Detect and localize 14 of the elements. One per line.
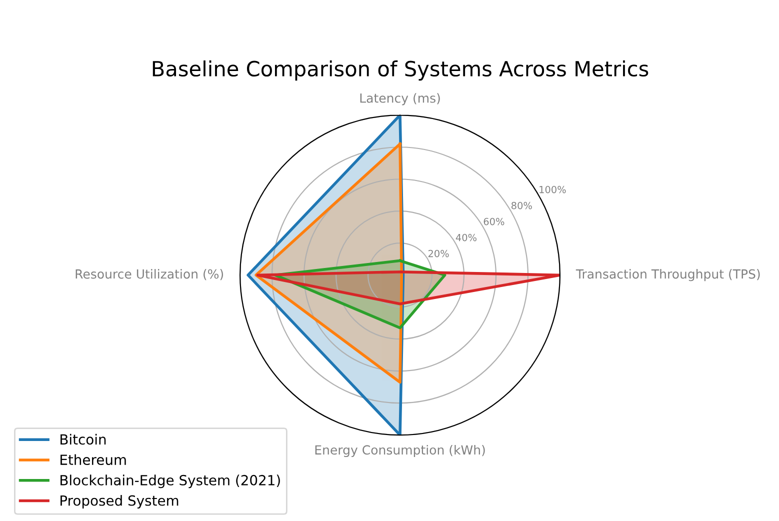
legend-label: Proposed System bbox=[60, 495, 178, 508]
spoke-label: Resource Utilization (%) bbox=[76, 269, 224, 280]
spoke-label: Energy Consumption (kWh) bbox=[315, 444, 485, 458]
y-tick-label: 100% bbox=[540, 186, 566, 194]
chart-title: Baseline Comparison of Systems Across Metrics bbox=[152, 60, 648, 81]
y-tick-label: 60% bbox=[484, 218, 504, 226]
y-tick-label: 40% bbox=[456, 234, 476, 242]
legend-label: Bitcoin bbox=[60, 434, 106, 445]
legend-label: Ethereum bbox=[60, 454, 126, 466]
y-tick-label: 80% bbox=[511, 202, 532, 210]
spoke-label: Latency (ms) bbox=[360, 93, 440, 106]
legend-label: Blockchain-Edge System (2021) bbox=[60, 474, 280, 488]
spoke-label: Transaction Throughput (TPS) bbox=[576, 269, 760, 282]
y-tick-label: 20% bbox=[428, 250, 449, 258]
